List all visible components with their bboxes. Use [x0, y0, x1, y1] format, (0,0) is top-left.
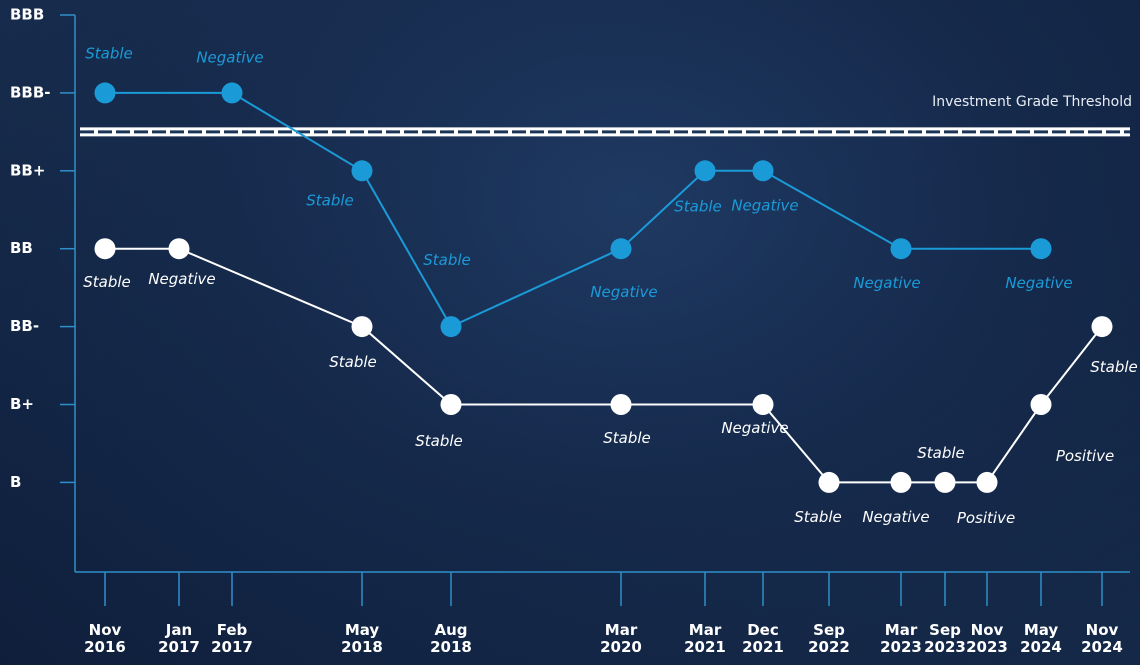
data-point [752, 394, 774, 416]
data-point [351, 160, 373, 182]
x-tick-label: Mar 2023 [880, 621, 922, 656]
data-point [890, 471, 912, 493]
data-point [610, 394, 632, 416]
data-point [976, 471, 998, 493]
data-point [818, 471, 840, 493]
outlook-label: Stable [306, 191, 354, 209]
x-tick-label: Aug 2018 [430, 621, 472, 656]
outlook-label: Stable [85, 44, 133, 62]
y-tick-label: BBB- [10, 83, 51, 101]
outlook-label: Positive [1056, 447, 1114, 465]
y-tick-label: BB+ [10, 161, 45, 179]
data-point [168, 238, 190, 260]
outlook-label: Stable [674, 197, 722, 215]
x-tick-label: Mar 2021 [684, 621, 726, 656]
data-point [934, 471, 956, 493]
y-tick-label: BB [10, 239, 33, 257]
data-point [440, 316, 462, 338]
data-point [351, 316, 373, 338]
outlook-label: Negative [862, 508, 929, 526]
data-point [1030, 238, 1052, 260]
outlook-label: Stable [603, 429, 651, 447]
x-tick-label: Sep 2023 [924, 621, 966, 656]
x-tick-label: Sep 2022 [808, 621, 850, 656]
y-tick-label: BB- [10, 317, 39, 335]
data-point [610, 238, 632, 260]
y-tick-label: B+ [10, 395, 34, 413]
outlook-label: Negative [1005, 274, 1072, 292]
outlook-label: Stable [329, 353, 377, 371]
x-tick-label: Nov 2024 [1081, 621, 1123, 656]
data-point [694, 160, 716, 182]
data-point [440, 394, 462, 416]
outlook-label: Negative [853, 274, 920, 292]
x-tick-label: May 2024 [1020, 621, 1062, 656]
x-tick-label: May 2018 [341, 621, 383, 656]
y-tick-label: BBB [10, 6, 44, 24]
outlook-label: Positive [957, 509, 1015, 527]
outlook-label: Negative [590, 283, 657, 301]
outlook-label: Stable [794, 508, 842, 526]
data-point [1030, 394, 1052, 416]
outlook-label: Negative [731, 196, 798, 214]
data-point [890, 238, 912, 260]
outlook-label: Negative [196, 48, 263, 66]
series-line [105, 247, 1103, 484]
outlook-label: Stable [415, 432, 463, 450]
x-tick-label: Mar 2020 [600, 621, 642, 656]
x-tick-label: Dec 2021 [742, 621, 784, 656]
data-point [1091, 316, 1113, 338]
data-point [221, 82, 243, 104]
threshold-label: Investment Grade Threshold [932, 94, 1132, 110]
x-tick-label: Nov 2023 [966, 621, 1008, 656]
outlook-label: Stable [83, 273, 131, 291]
data-point [94, 82, 116, 104]
data-point [94, 238, 116, 260]
x-tick-label: Nov 2016 [84, 621, 126, 656]
outlook-label: Stable [1090, 358, 1138, 376]
data-point [752, 160, 774, 182]
outlook-label: Stable [423, 251, 471, 269]
outlook-label: Negative [148, 270, 215, 288]
y-tick-label: B [10, 473, 21, 491]
x-tick-label: Jan 2017 [158, 621, 200, 656]
outlook-label: Negative [721, 419, 788, 437]
x-tick-label: Feb 2017 [211, 621, 253, 656]
outlook-label: Stable [917, 444, 965, 462]
